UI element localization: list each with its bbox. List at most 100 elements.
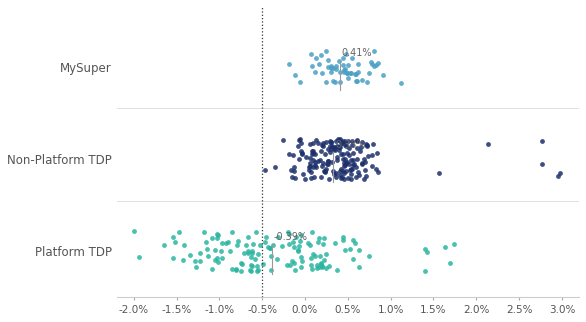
Point bbox=[346, 168, 355, 173]
Point bbox=[362, 144, 372, 149]
Point bbox=[361, 159, 370, 165]
Point bbox=[323, 161, 333, 166]
Point bbox=[186, 252, 195, 257]
Point bbox=[332, 64, 341, 69]
Point bbox=[216, 249, 225, 254]
Point bbox=[357, 161, 367, 166]
Point bbox=[333, 137, 343, 142]
Point bbox=[318, 242, 328, 247]
Text: 0.33%: 0.33% bbox=[335, 140, 366, 150]
Point bbox=[353, 138, 362, 143]
Point bbox=[441, 245, 450, 250]
Point bbox=[314, 264, 323, 269]
Text: -0.39%: -0.39% bbox=[273, 232, 307, 242]
Point bbox=[247, 249, 257, 254]
Point bbox=[264, 244, 273, 250]
Point bbox=[291, 72, 300, 77]
Point bbox=[306, 255, 315, 260]
Point bbox=[331, 67, 340, 72]
Point bbox=[349, 162, 358, 167]
Point bbox=[266, 245, 275, 251]
Point bbox=[227, 267, 237, 272]
Point bbox=[338, 238, 347, 243]
Point bbox=[348, 237, 357, 242]
Point bbox=[213, 236, 222, 241]
Point bbox=[339, 235, 348, 240]
Point bbox=[251, 229, 261, 234]
Point bbox=[372, 62, 381, 67]
Point bbox=[134, 254, 143, 260]
Point bbox=[255, 242, 265, 248]
Point bbox=[295, 136, 305, 141]
Point bbox=[331, 138, 340, 143]
Point bbox=[326, 65, 336, 71]
Point bbox=[284, 229, 293, 234]
Point bbox=[285, 262, 295, 268]
Point bbox=[318, 140, 328, 145]
Point bbox=[266, 253, 275, 258]
Point bbox=[322, 79, 331, 84]
Point bbox=[335, 138, 344, 143]
Point bbox=[340, 163, 350, 168]
Point bbox=[367, 152, 377, 157]
Point bbox=[316, 149, 326, 154]
Point bbox=[338, 138, 347, 144]
Point bbox=[323, 64, 332, 70]
Point bbox=[379, 73, 388, 78]
Point bbox=[339, 67, 348, 72]
Point bbox=[362, 80, 371, 85]
Point bbox=[369, 142, 378, 147]
Point bbox=[351, 175, 360, 180]
Point bbox=[338, 174, 347, 179]
Point bbox=[346, 71, 356, 76]
Point bbox=[347, 143, 357, 148]
Point bbox=[308, 165, 318, 170]
Point bbox=[201, 240, 210, 245]
Point bbox=[253, 263, 262, 269]
Point bbox=[335, 69, 345, 74]
Point bbox=[250, 256, 260, 261]
Point bbox=[367, 62, 377, 67]
Point bbox=[289, 164, 298, 169]
Point bbox=[265, 246, 275, 251]
Point bbox=[284, 151, 294, 156]
Point bbox=[329, 79, 338, 84]
Point bbox=[309, 150, 318, 155]
Point bbox=[326, 146, 336, 151]
Point bbox=[308, 64, 317, 69]
Point bbox=[318, 264, 327, 269]
Point bbox=[217, 240, 226, 245]
Point bbox=[236, 261, 246, 266]
Point bbox=[335, 168, 345, 173]
Point bbox=[287, 167, 296, 172]
Point bbox=[212, 256, 222, 261]
Point bbox=[367, 164, 377, 169]
Point bbox=[244, 251, 253, 256]
Point bbox=[258, 261, 267, 266]
Point bbox=[318, 263, 327, 269]
Point bbox=[343, 76, 352, 81]
Point bbox=[373, 61, 383, 66]
Point bbox=[356, 144, 366, 149]
Point bbox=[316, 52, 326, 58]
Point bbox=[248, 264, 257, 269]
Point bbox=[304, 165, 314, 170]
Point bbox=[307, 266, 316, 271]
Point bbox=[288, 153, 297, 158]
Text: 0.41%: 0.41% bbox=[342, 48, 372, 58]
Point bbox=[223, 240, 233, 245]
Point bbox=[555, 170, 564, 175]
Point bbox=[282, 262, 292, 267]
Point bbox=[366, 60, 376, 65]
Point bbox=[360, 157, 369, 162]
Point bbox=[178, 257, 188, 262]
Point bbox=[196, 250, 205, 255]
Point bbox=[445, 261, 455, 266]
Point bbox=[324, 264, 333, 269]
Point bbox=[314, 158, 323, 164]
Point bbox=[420, 247, 430, 252]
Point bbox=[320, 169, 329, 174]
Point bbox=[369, 49, 379, 54]
Point bbox=[357, 77, 366, 82]
Point bbox=[346, 176, 356, 182]
